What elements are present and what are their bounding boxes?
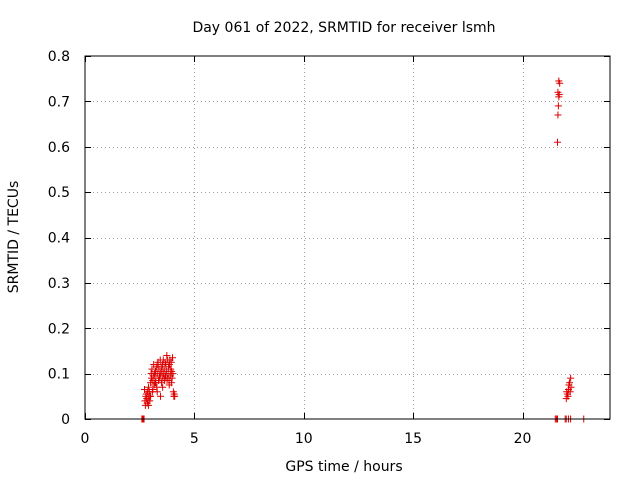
x-tick-label: 15 — [404, 431, 422, 447]
data-point — [167, 379, 175, 387]
y-tick-label: 0.1 — [48, 367, 70, 383]
y-tick-label: 0.7 — [48, 94, 70, 110]
data-point — [163, 351, 171, 359]
data-point — [144, 401, 152, 409]
x-tick-label: 10 — [295, 431, 313, 447]
data-point — [171, 392, 179, 400]
data-point — [554, 111, 562, 119]
data-point — [564, 392, 572, 400]
y-tick-label: 0.6 — [48, 140, 70, 156]
data-point — [554, 138, 561, 146]
data-point — [151, 379, 159, 387]
data-point — [169, 370, 177, 378]
chart-title: Day 061 of 2022, SRMTID for receiver lsm… — [192, 20, 495, 36]
axis-ticks: 0 5 10 15 20 0 0.1 0.2 0.3 0.4 0.5 0.6 0.7 0.8 — [48, 49, 610, 447]
data-point — [567, 374, 575, 382]
y-tick-label: 0.5 — [48, 185, 70, 201]
y-tick-label: 0.8 — [48, 49, 70, 65]
data-point — [153, 388, 161, 396]
data-point — [555, 77, 563, 85]
y-tick-label: 0.2 — [48, 321, 70, 337]
data-point — [168, 374, 176, 382]
data-point — [167, 358, 175, 366]
y-axis-label: SRMTID / TECUs — [6, 181, 22, 294]
data-point — [159, 383, 167, 391]
y-tick-label: 0.4 — [48, 231, 70, 247]
y-tick-label: 0 — [61, 412, 70, 428]
x-axis-label: GPS time / hours — [285, 459, 402, 475]
data-point — [156, 392, 164, 400]
data-point — [563, 388, 571, 396]
grid-lines — [85, 56, 610, 419]
data-points — [138, 77, 588, 423]
data-point — [149, 386, 157, 394]
data-point — [169, 354, 176, 362]
data-point — [565, 381, 573, 389]
data-point — [147, 392, 155, 400]
x-tick-label: 5 — [190, 431, 199, 447]
data-point — [163, 376, 171, 384]
plot-border — [84, 55, 611, 420]
x-tick-label: 0 — [81, 431, 90, 447]
data-point — [554, 102, 562, 110]
x-tick-label: 20 — [514, 431, 532, 447]
data-point — [554, 88, 562, 96]
data-point — [144, 383, 152, 391]
y-tick-label: 0.3 — [48, 276, 70, 292]
